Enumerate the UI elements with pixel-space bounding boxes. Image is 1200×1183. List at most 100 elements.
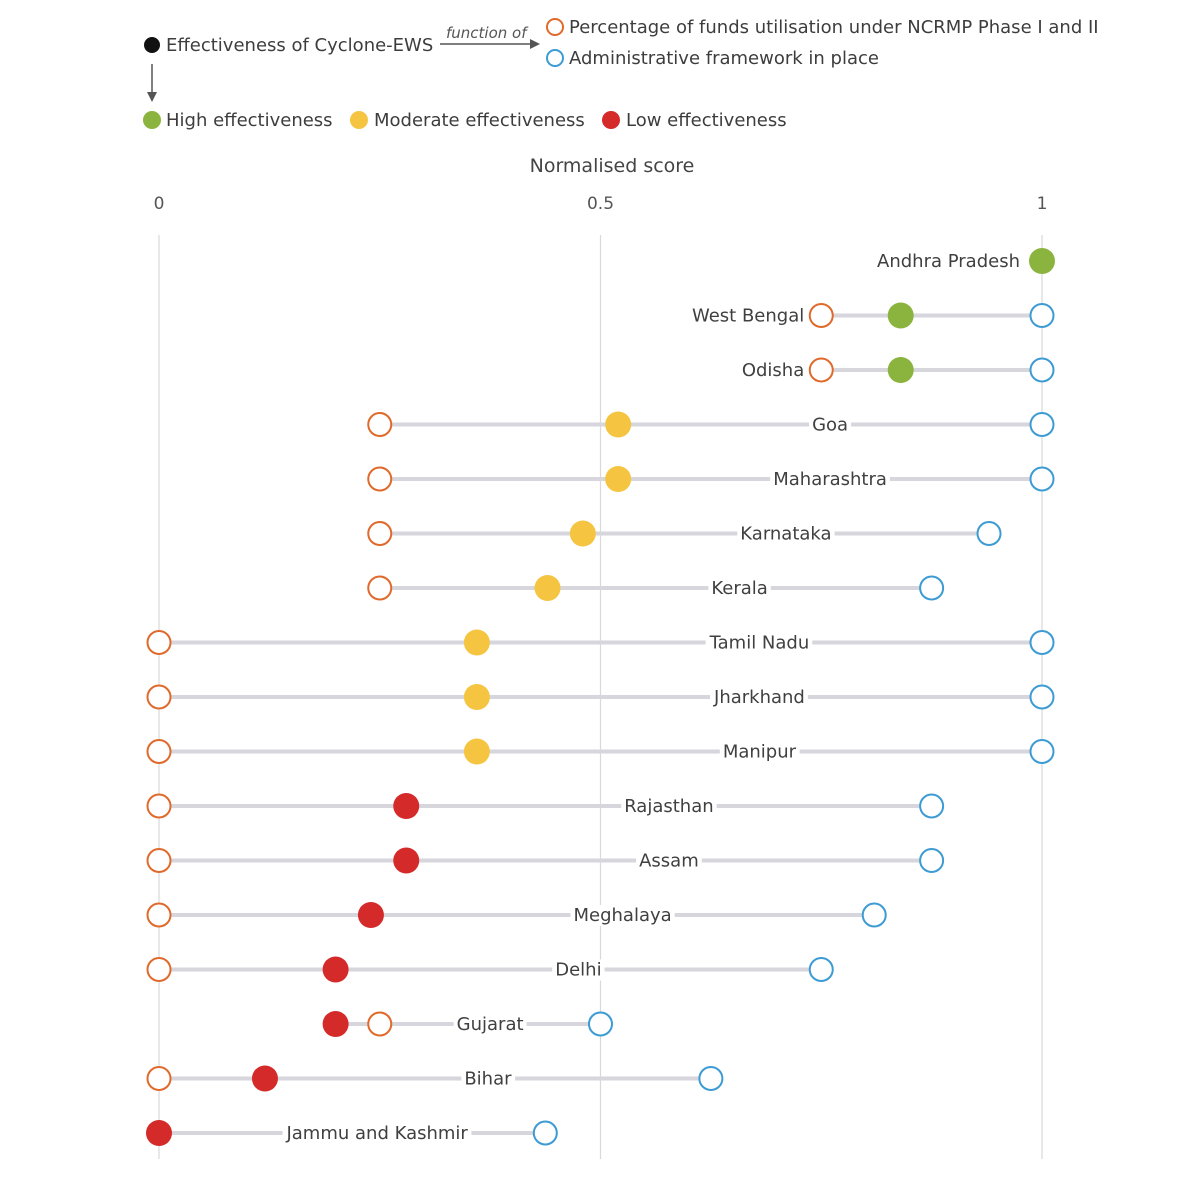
state-label: Rajasthan (624, 796, 713, 817)
row-tamil-nadu: Tamil Nadu (146, 629, 1055, 656)
admin-marker (1029, 303, 1055, 328)
row-maharashtra: Maharashtra (367, 466, 1055, 492)
admin-marker (919, 793, 945, 819)
funds-marker (146, 1066, 172, 1091)
state-label-backing (552, 959, 605, 981)
state-label: Gujarat (457, 1014, 524, 1035)
state-label-backing (770, 469, 890, 490)
legend-low-dot (602, 111, 620, 129)
effectiveness-dot (393, 847, 420, 874)
row-delhi: Delhi (146, 956, 834, 983)
state-label-backing (705, 632, 813, 654)
effectiveness-dot (322, 956, 349, 983)
funds-marker (808, 303, 834, 328)
admin-marker (808, 957, 834, 982)
admin-marker (588, 1011, 613, 1037)
x-axis-title: Normalised score (530, 155, 695, 177)
row-meghalaya: Meghalaya (146, 902, 887, 928)
state-label-backing (809, 414, 852, 436)
x-tick-label-1: 1 (1037, 194, 1048, 214)
state-label: West Bengal (692, 306, 804, 327)
funds-marker (146, 848, 172, 873)
funds-marker (146, 684, 172, 710)
legend-high-label: High effectiveness (166, 110, 333, 131)
state-label-backing (453, 1014, 527, 1035)
admin-marker (919, 848, 945, 873)
state-label: Andhra Pradesh (877, 251, 1020, 272)
admin-marker (1029, 630, 1055, 655)
row-goa: Goa (367, 411, 1055, 438)
legend-high-dot (143, 111, 161, 129)
funds-marker (146, 957, 172, 982)
state-label-backing (719, 741, 800, 763)
effectiveness-dot (887, 357, 914, 383)
funds-marker (146, 630, 172, 655)
state-label-backing (461, 1068, 516, 1090)
state-label: Tamil Nadu (709, 633, 810, 654)
x-tick-label-0: 0 (154, 194, 165, 214)
effectiveness-dot (146, 1120, 172, 1146)
state-label: Jharkhand (713, 687, 805, 708)
funds-marker (367, 412, 393, 437)
row-bihar: Bihar (146, 1065, 724, 1092)
state-label-backing (282, 1123, 472, 1144)
legend-admin-label: Administrative framework in place (569, 48, 879, 69)
effectiveness-dot (605, 466, 632, 492)
state-label: Kerala (711, 578, 767, 599)
state-label: Manipur (723, 742, 797, 763)
legend-down-arrow-head (147, 92, 157, 102)
admin-marker (532, 1120, 558, 1146)
funds-marker (367, 575, 393, 601)
funds-marker (367, 1011, 393, 1037)
funds-marker (146, 902, 172, 928)
row-andhra-pradesh: Andhra Pradesh (874, 248, 1055, 274)
legend: Effectiveness of Cyclone-EWS function of… (143, 17, 1099, 131)
row-odisha: Odisha (738, 357, 1055, 383)
rows: Andhra Pradesh West Bengal Odisha Goa Mahara… (146, 248, 1055, 1146)
row-kerala: Kerala (367, 575, 945, 601)
state-label: Delhi (555, 960, 601, 981)
admin-marker (698, 1066, 724, 1091)
admin-marker (1029, 739, 1055, 764)
row-karnataka: Karnataka (367, 520, 1002, 547)
admin-marker (861, 902, 887, 928)
effectiveness-dot (463, 684, 490, 710)
funds-marker (367, 466, 393, 492)
admin-marker (1029, 466, 1055, 492)
effectiveness-dot (393, 793, 420, 819)
legend-function-arrow-head (530, 39, 540, 49)
legend-funds-marker (546, 18, 564, 36)
effectiveness-dot (463, 738, 490, 765)
state-label-backing (874, 251, 1023, 272)
row-west-bengal: West Bengal (688, 302, 1055, 329)
funds-marker (146, 739, 172, 764)
effectiveness-dot (463, 629, 490, 656)
state-label-backing (710, 687, 808, 708)
legend-admin-marker (546, 49, 564, 67)
row-jammu-and-kashmir: Jammu and Kashmir (146, 1120, 558, 1146)
row-assam: Assam (146, 847, 945, 874)
state-label: Bihar (464, 1069, 512, 1090)
state-label-backing (688, 305, 808, 327)
state-label: Assam (639, 851, 699, 872)
funds-marker (146, 793, 172, 819)
effectiveness-dot (534, 575, 561, 601)
legend-outcome-dot (144, 37, 160, 53)
legend-outcome-label: Effectiveness of Cyclone-EWS (166, 35, 433, 56)
legend-function-label: function of (446, 24, 529, 42)
admin-marker (1029, 412, 1055, 437)
state-label: Goa (812, 415, 848, 436)
state-label-backing (737, 523, 835, 545)
effectiveness-dot (569, 520, 596, 547)
state-label-backing (738, 360, 808, 381)
effectiveness-dot (251, 1065, 278, 1092)
row-gujarat: Gujarat (322, 1011, 613, 1037)
effectiveness-dot (357, 902, 384, 928)
legend-moderate-label: Moderate effectiveness (374, 110, 585, 131)
state-label: Meghalaya (573, 905, 671, 926)
state-label: Jammu and Kashmir (285, 1123, 468, 1144)
admin-marker (1029, 684, 1055, 710)
funds-marker (808, 357, 834, 383)
funds-marker (367, 521, 393, 546)
legend-low-label: Low effectiveness (626, 110, 787, 131)
